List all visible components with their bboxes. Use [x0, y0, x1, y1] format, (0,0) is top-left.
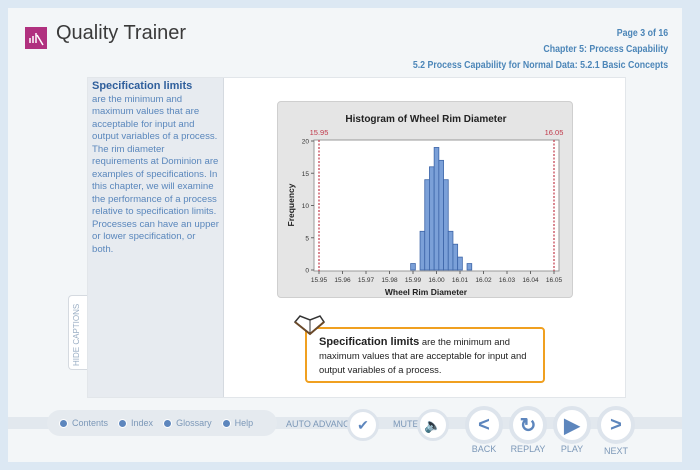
chevron-right-icon: >	[610, 413, 622, 436]
x-tick-label: 15.98	[381, 277, 398, 284]
back-label: BACK	[471, 444, 497, 454]
histogram-bar	[410, 263, 416, 271]
x-tick-label: 16.01	[452, 277, 469, 284]
mute-label: MUTE	[393, 419, 419, 429]
auto-advance-toggle[interactable]: ✔	[347, 409, 379, 441]
captions-panel: Specification limits are the minimum and …	[88, 78, 224, 397]
page-counter: Page 3 of 16	[616, 28, 668, 39]
quality-trainer-logo	[25, 27, 47, 49]
help-links: Contents Index Glossary Help	[47, 410, 277, 436]
histogram-bar	[424, 179, 430, 271]
mute-button[interactable]: 🔈	[417, 409, 449, 441]
x-axis-label: Wheel Rim Diameter	[385, 287, 468, 297]
x-tick-label: 16.02	[475, 277, 492, 284]
spec-limit-label: 15.95	[310, 128, 329, 137]
auto-advance-label: AUTO ADVANCE	[286, 419, 356, 429]
replay-button[interactable]: ↻	[509, 406, 547, 444]
histogram-bar	[429, 166, 435, 271]
replay-icon: ↻	[519, 414, 537, 437]
dot-icon	[59, 418, 68, 428]
section-title: 5.2 Process Capability for Normal Data: …	[412, 60, 668, 71]
spec-limit-label: 16.05	[545, 128, 564, 137]
checkmark-icon: ✔	[357, 416, 369, 433]
hide-captions-label: HIDE CAPTIONS	[72, 303, 81, 366]
speaker-icon: 🔈	[424, 416, 442, 433]
glossary-link[interactable]: Glossary	[163, 418, 212, 428]
callout-term: Specification limits	[319, 336, 420, 348]
page-info: Page 3 of 16 Chapter 5: Process Capabili…	[378, 26, 668, 74]
chart-title: Histogram of Wheel Rim Diameter	[345, 114, 506, 125]
chapter-title: Chapter 5: Process Capability	[543, 44, 668, 55]
y-tick-label: 20	[302, 139, 310, 146]
dot-icon	[221, 418, 231, 428]
dot-icon	[163, 418, 173, 428]
histogram-bar	[452, 243, 459, 271]
help-link[interactable]: Help	[221, 418, 253, 428]
next-button[interactable]: >	[597, 406, 635, 444]
book-icon	[293, 315, 325, 336]
histogram-bar	[443, 179, 449, 271]
x-tick-label: 15.96	[334, 277, 351, 284]
dot-icon	[118, 418, 128, 428]
y-tick-label: 15	[302, 171, 310, 178]
y-tick-label: 0	[305, 268, 309, 275]
histogram-bar	[419, 230, 426, 271]
histogram-bar	[466, 263, 473, 271]
callout-body: are the minimum and maximum values that …	[319, 336, 527, 375]
hide-captions-tab[interactable]: HIDE CAPTIONS	[68, 295, 87, 370]
histogram-bar	[433, 147, 440, 271]
y-tick-label: 5	[305, 235, 309, 242]
play-button[interactable]: ▶	[553, 406, 591, 444]
x-tick-label: 15.97	[358, 277, 375, 284]
y-tick-label: 10	[302, 203, 310, 210]
back-button[interactable]: <	[465, 406, 503, 444]
x-tick-label: 16.04	[522, 277, 539, 284]
y-axis-label: Frequency	[286, 183, 296, 226]
contents-link[interactable]: Contents	[59, 418, 108, 428]
x-tick-label: 16.03	[499, 277, 516, 284]
definition-callout: Specification limits are the minimum and…	[305, 327, 545, 383]
histogram-bar	[447, 230, 454, 271]
next-label: NEXT	[603, 446, 628, 456]
histogram-chart: Histogram of Wheel Rim Diameter Wheel Rim…	[277, 101, 573, 298]
x-tick-label: 16.05	[546, 277, 563, 284]
histogram-bar	[438, 159, 444, 271]
caption-term: Specification limits	[92, 80, 193, 92]
x-tick-label: 15.99	[405, 277, 422, 284]
index-link[interactable]: Index	[118, 418, 153, 428]
play-icon: ▶	[564, 414, 580, 437]
x-tick-label: 16.00	[428, 277, 445, 284]
chevron-left-icon: <	[478, 413, 490, 436]
caption-body: are the minimum and maximum values that …	[92, 93, 219, 255]
replay-label: REPLAY	[510, 444, 546, 454]
app-title: Quality Trainer	[56, 22, 187, 44]
x-tick-label: 15.95	[311, 277, 328, 284]
histogram-bar	[457, 256, 463, 271]
play-label: PLAY	[560, 444, 584, 454]
